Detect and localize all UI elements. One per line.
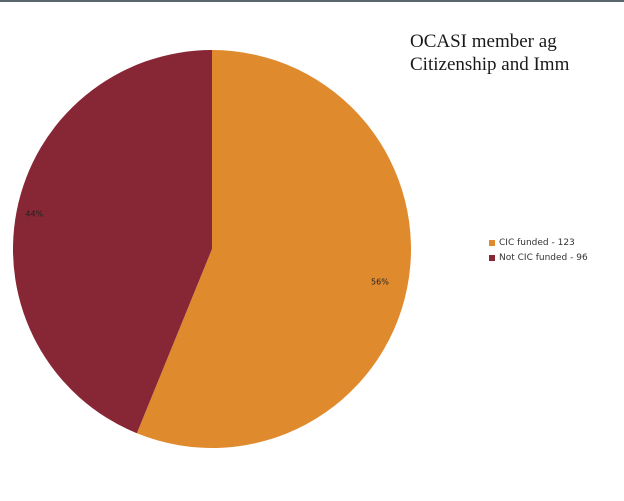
legend-item-cic-funded: CIC funded - 123 <box>489 235 588 250</box>
legend-label-cic-funded: CIC funded - 123 <box>499 237 575 248</box>
legend-swatch-cic-funded <box>489 239 495 246</box>
chart-title-line-1: OCASI member ag <box>410 31 557 52</box>
pie-slice-label-cic-funded: 56% <box>371 277 389 286</box>
chart-legend: CIC funded - 123 Not CIC funded - 96 <box>489 235 588 265</box>
chart-title-line-2: Citizenship and Imm <box>410 54 570 75</box>
pie-slice-labels: 56% 44% <box>25 210 389 287</box>
legend-item-not-cic-funded: Not CIC funded - 96 <box>489 250 588 265</box>
pie-slice-label-not-cic-funded: 44% <box>25 210 43 219</box>
pie-slice-cic-funded <box>136 50 411 448</box>
legend-label-not-cic-funded: Not CIC funded - 96 <box>499 252 588 263</box>
pie-slice-not-cic-funded <box>12 50 213 434</box>
chart-title: OCASI member ag Citizenship and Imm <box>410 30 569 76</box>
pie-slices <box>12 50 411 448</box>
legend-swatch-not-cic-funded <box>489 254 495 261</box>
